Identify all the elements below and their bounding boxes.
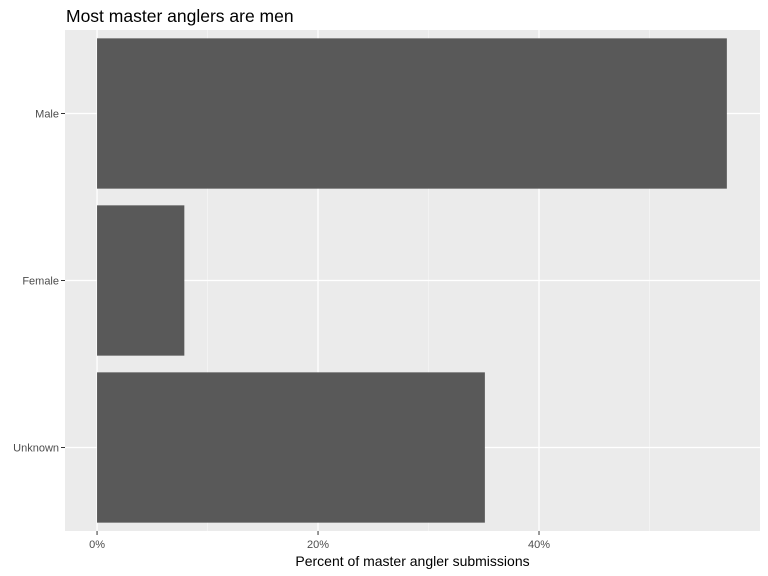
bar-unknown [97, 372, 485, 523]
bars [97, 38, 727, 523]
chart-title: Most master anglers are men [66, 6, 294, 26]
x-tick-label: 20% [307, 539, 329, 551]
x-tick-label: 0% [89, 539, 105, 551]
y-tick-label: Unknown [13, 443, 59, 455]
x-axis: 0% 20% 40% [89, 531, 550, 551]
x-axis-title: Percent of master angler submissions [295, 553, 529, 569]
y-tick-label: Male [35, 109, 59, 121]
bar-male [97, 38, 727, 189]
bar-female [97, 205, 185, 356]
x-tick-label: 40% [528, 539, 550, 551]
y-tick-label: Female [22, 276, 59, 288]
y-axis: Male Female Unknown [13, 109, 65, 455]
